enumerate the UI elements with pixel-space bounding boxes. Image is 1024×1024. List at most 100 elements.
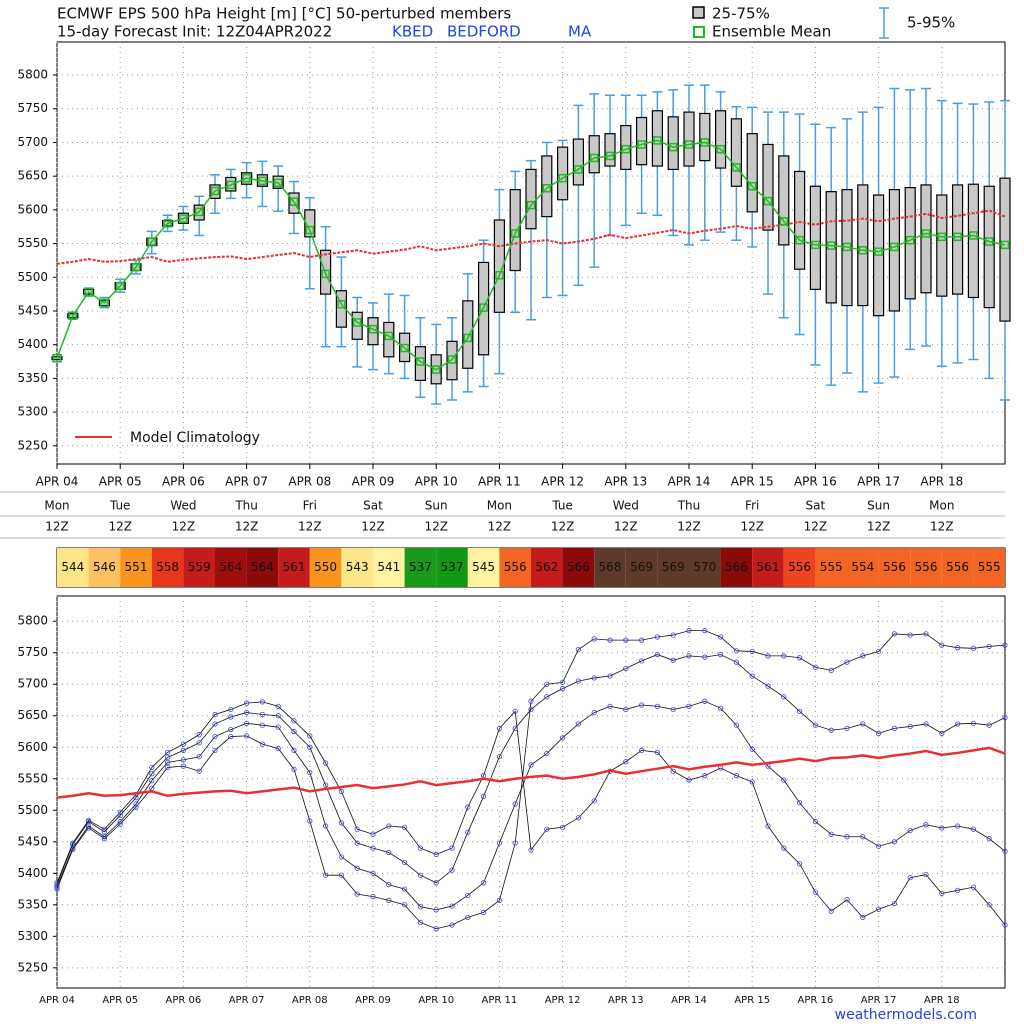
mean-marker bbox=[558, 173, 567, 183]
member-marker bbox=[322, 760, 329, 766]
box bbox=[525, 168, 537, 230]
member-marker bbox=[244, 733, 250, 739]
member-marker bbox=[686, 628, 692, 634]
member-marker bbox=[1002, 642, 1008, 648]
member-marker bbox=[133, 801, 139, 807]
strip-cell bbox=[531, 548, 563, 587]
x-tick-label: APR 14 bbox=[671, 995, 707, 1006]
member-marker bbox=[196, 732, 202, 738]
box bbox=[936, 194, 948, 297]
x-tick-label: APR 04 bbox=[39, 995, 75, 1006]
weekday-label: Mon bbox=[487, 499, 512, 513]
strip-cell bbox=[309, 548, 342, 587]
member-marker bbox=[307, 769, 313, 776]
member-marker bbox=[654, 749, 661, 755]
hour-label: 12Z bbox=[424, 520, 448, 534]
member-marker bbox=[465, 804, 471, 810]
member-marker bbox=[749, 746, 755, 752]
hour-label: 12Z bbox=[551, 520, 575, 534]
box bbox=[762, 143, 774, 231]
weekday-label: Thu bbox=[234, 499, 258, 513]
strip-label: 558 bbox=[156, 560, 179, 574]
member-marker bbox=[970, 884, 977, 890]
member-marker bbox=[275, 724, 281, 730]
hour-label: 12Z bbox=[108, 520, 132, 534]
x-tick-label: APR 06 bbox=[166, 995, 202, 1006]
strip-label: 556 bbox=[788, 560, 811, 574]
member-marker bbox=[749, 648, 755, 655]
member-marker bbox=[923, 721, 929, 727]
member-marker bbox=[259, 722, 265, 728]
member-marker bbox=[291, 718, 297, 724]
weekday-label: Mon bbox=[44, 499, 69, 513]
member-marker bbox=[512, 801, 518, 807]
mean-marker bbox=[890, 242, 899, 252]
mean-marker bbox=[226, 180, 236, 190]
member-marker bbox=[417, 904, 423, 910]
box bbox=[746, 133, 758, 213]
member-marker bbox=[496, 725, 502, 731]
mean-marker bbox=[210, 186, 220, 196]
member-marker bbox=[1002, 922, 1008, 928]
member-marker bbox=[875, 730, 882, 736]
mean-marker bbox=[258, 176, 267, 186]
member-marker bbox=[638, 702, 645, 708]
box bbox=[857, 184, 869, 307]
box bbox=[699, 112, 711, 162]
member-marker bbox=[717, 634, 724, 640]
x-tick-label: APR 13 bbox=[608, 995, 644, 1006]
member-marker bbox=[291, 766, 297, 772]
member-marker bbox=[828, 667, 834, 673]
member-marker bbox=[244, 720, 250, 726]
climatology-line bbox=[56, 209, 1006, 265]
member-marker bbox=[781, 694, 787, 700]
strip-cell bbox=[57, 548, 89, 587]
hour-label: 12Z bbox=[867, 520, 891, 534]
hour-label: 12Z bbox=[172, 520, 196, 534]
mean-marker bbox=[368, 324, 378, 334]
member-marker bbox=[496, 754, 502, 760]
mean-marker bbox=[400, 343, 409, 353]
member-marker bbox=[733, 722, 740, 728]
mean-marker bbox=[147, 237, 157, 246]
mean-marker bbox=[115, 281, 125, 291]
member-marker bbox=[449, 845, 455, 851]
strip-label: 554 bbox=[851, 560, 874, 574]
member-marker bbox=[354, 826, 360, 832]
member-marker bbox=[623, 665, 629, 672]
mean-marker bbox=[589, 153, 599, 163]
strip-label: 568 bbox=[599, 560, 622, 574]
member-marker bbox=[939, 825, 945, 831]
mean-marker bbox=[842, 242, 852, 252]
member-marker bbox=[891, 725, 898, 731]
mean-marker bbox=[273, 178, 283, 188]
box bbox=[730, 118, 743, 187]
y-tick-label: 5250 bbox=[17, 438, 48, 452]
weekday-label: Fri bbox=[745, 499, 759, 513]
mean-marker bbox=[100, 298, 109, 308]
y-tick-label: 5350 bbox=[17, 897, 48, 911]
y-tick-label: 5400 bbox=[17, 866, 48, 880]
strip-label: 543 bbox=[346, 560, 369, 574]
strip-label: 561 bbox=[283, 560, 306, 574]
mean-marker bbox=[542, 184, 552, 193]
x-tick-label: APR 05 bbox=[102, 995, 138, 1006]
strip-cell bbox=[341, 548, 373, 587]
mean-marker bbox=[495, 270, 504, 280]
strip-label: 556 bbox=[946, 560, 969, 574]
mean-marker bbox=[605, 151, 615, 161]
member-marker bbox=[686, 653, 692, 659]
mean-marker bbox=[84, 287, 93, 297]
member-marker bbox=[986, 722, 992, 728]
member-marker bbox=[702, 773, 708, 779]
strip-label: 556 bbox=[915, 560, 938, 574]
member-marker bbox=[275, 703, 281, 709]
member-marker bbox=[781, 777, 787, 783]
member-marker bbox=[212, 711, 218, 718]
strip-cell bbox=[562, 548, 595, 587]
box bbox=[304, 209, 316, 238]
member-marker bbox=[939, 642, 945, 648]
member-marker bbox=[322, 872, 329, 878]
mean-marker bbox=[858, 246, 868, 255]
member-marker bbox=[607, 703, 613, 709]
